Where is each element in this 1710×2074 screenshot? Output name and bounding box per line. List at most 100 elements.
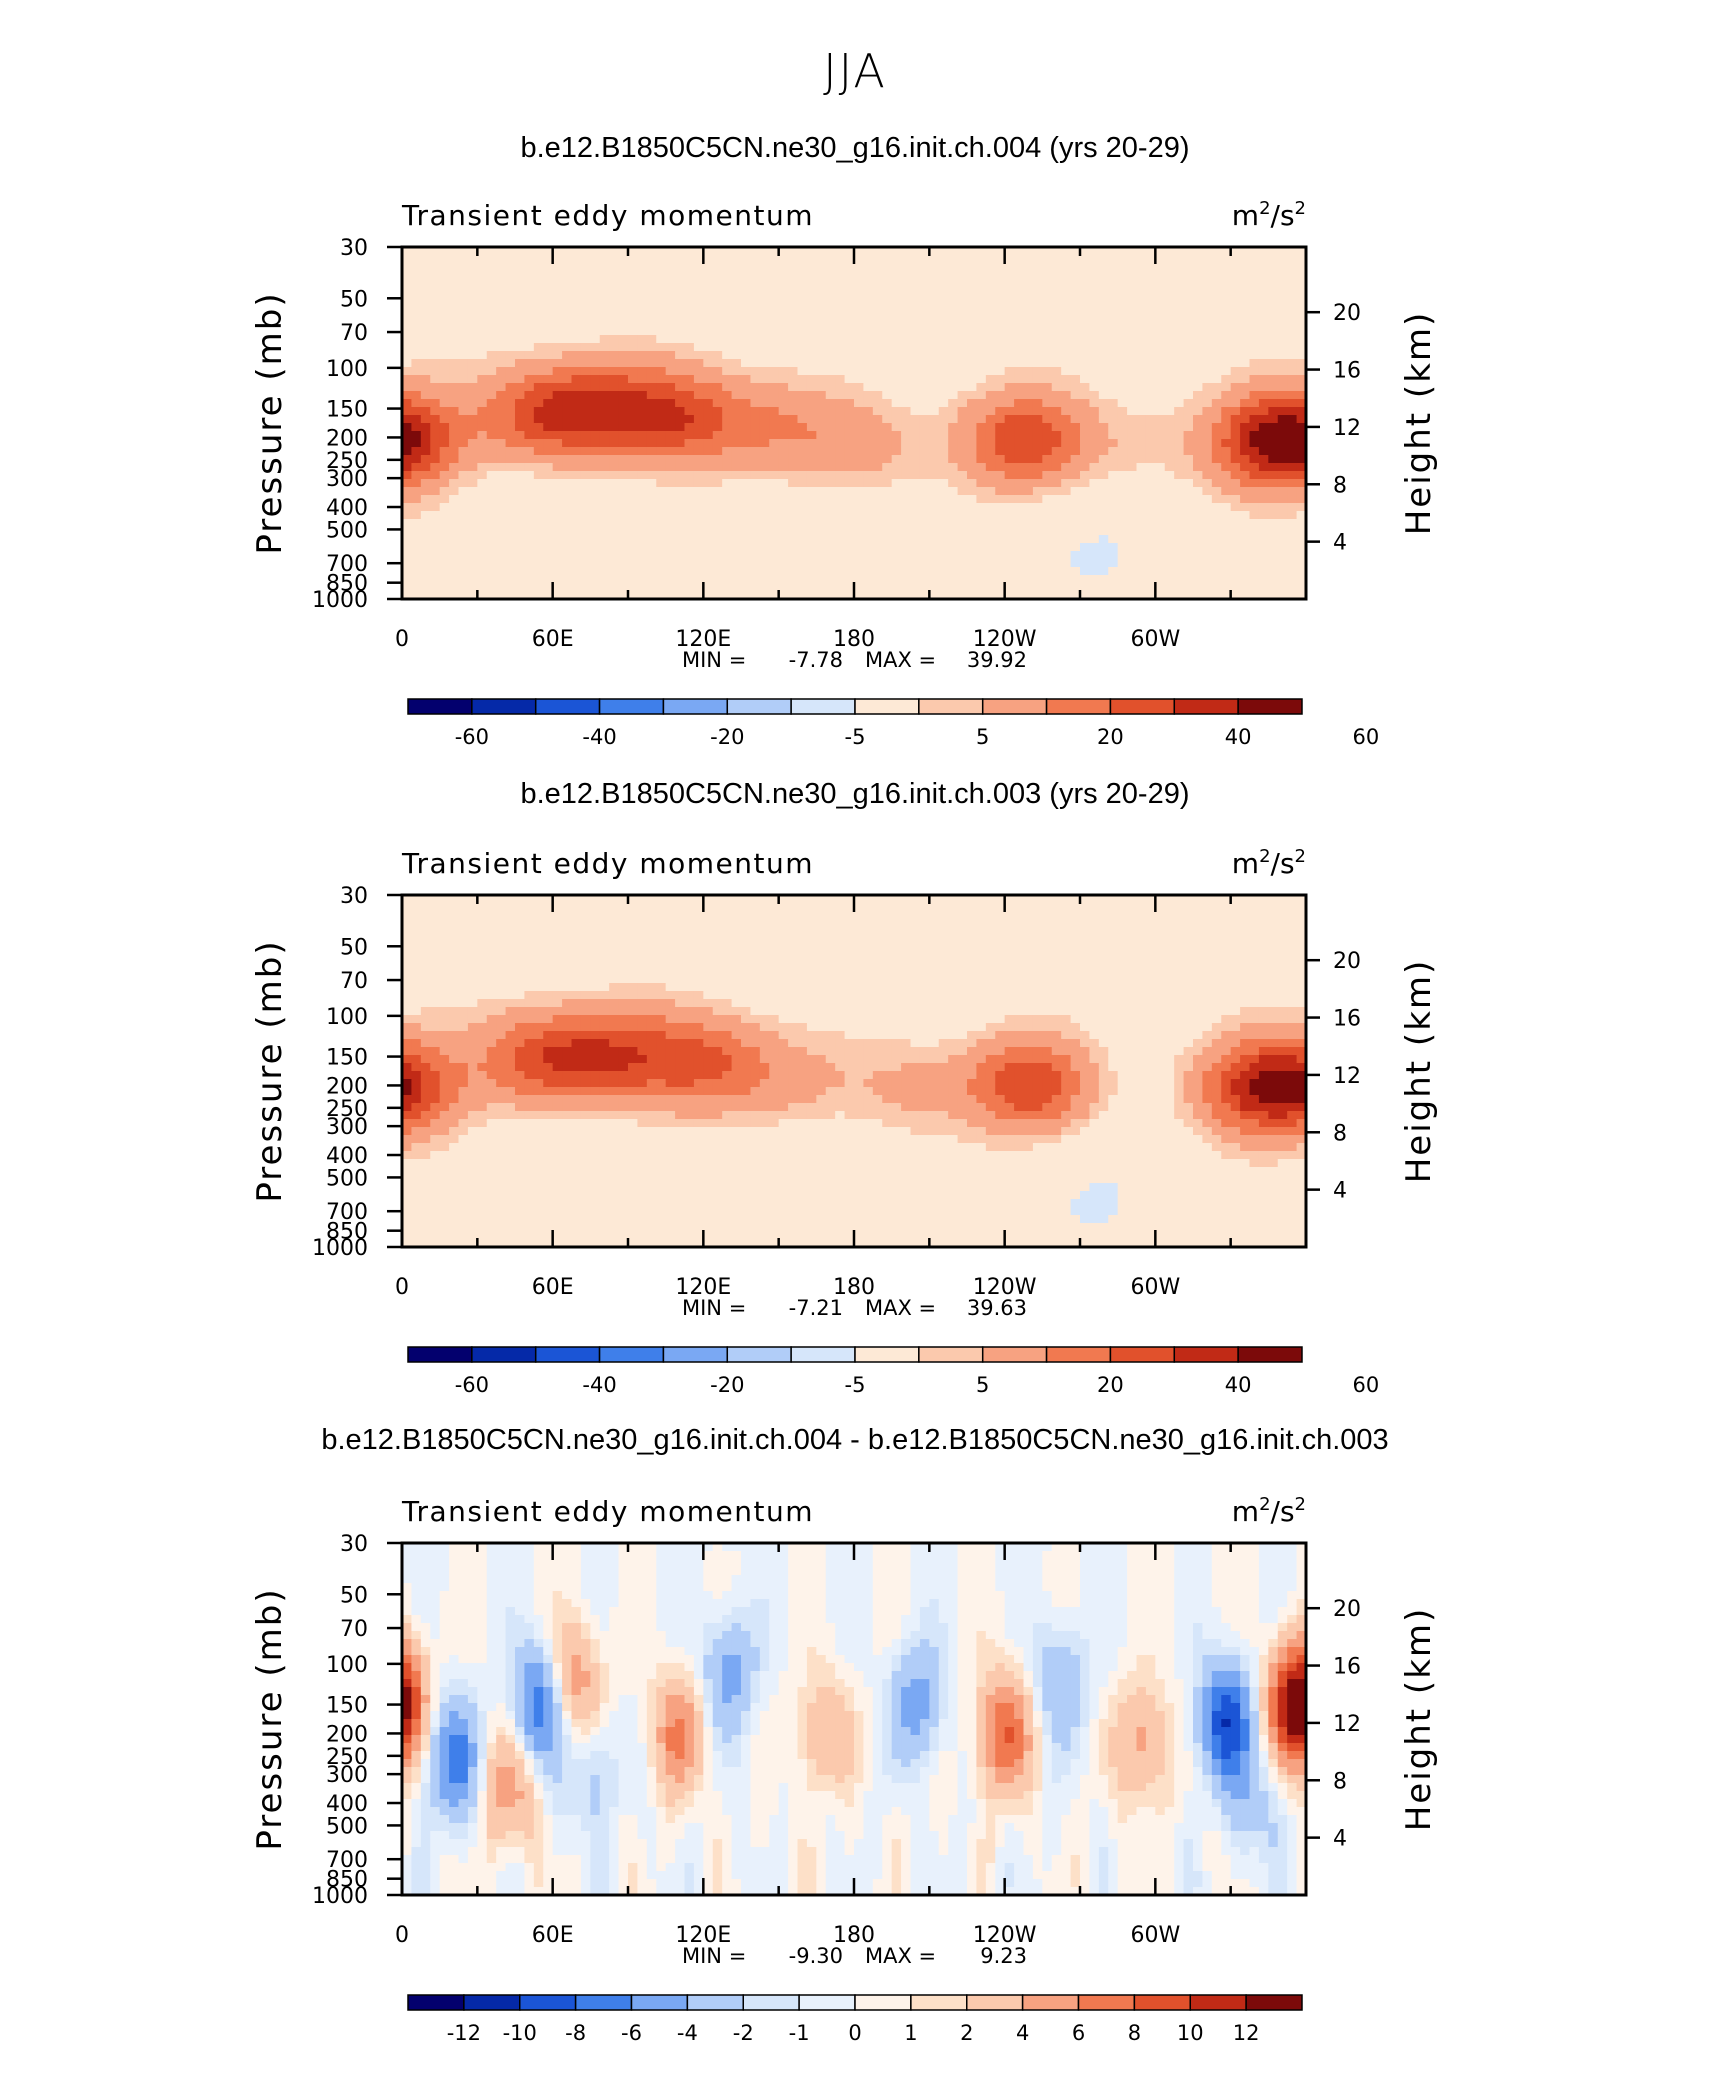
contour-cell bbox=[1089, 479, 1100, 488]
contour-cell bbox=[1032, 463, 1043, 472]
contour-cell bbox=[1287, 479, 1298, 488]
contour-cell bbox=[872, 351, 883, 360]
contour-cell bbox=[769, 927, 780, 936]
contour-cell bbox=[712, 415, 723, 424]
contour-cell bbox=[1014, 535, 1025, 544]
contour-cell bbox=[1014, 919, 1025, 928]
contour-cell bbox=[1136, 455, 1147, 464]
contour-cell bbox=[731, 503, 742, 512]
contour-cell bbox=[1211, 559, 1222, 568]
contour-cell bbox=[1145, 327, 1156, 336]
contour-cell bbox=[693, 327, 704, 336]
contour-cell bbox=[1098, 495, 1109, 504]
contour-cell bbox=[571, 335, 582, 344]
contour-cell bbox=[524, 263, 535, 272]
contour-cell bbox=[543, 295, 554, 304]
contour-cell bbox=[675, 399, 686, 408]
contour-cell bbox=[1258, 359, 1269, 368]
contour-cell bbox=[637, 431, 648, 440]
contour-cell bbox=[1296, 503, 1307, 512]
contour-cell bbox=[477, 439, 488, 448]
contour-cell bbox=[1164, 319, 1175, 328]
contour-cell bbox=[665, 543, 676, 552]
contour-cell bbox=[1249, 479, 1260, 488]
contour-cell bbox=[496, 319, 507, 328]
contour-cell bbox=[486, 487, 497, 496]
contour-cell bbox=[976, 415, 987, 424]
contour-cell bbox=[1023, 423, 1034, 432]
contour-cell bbox=[1089, 583, 1100, 592]
contour-cell bbox=[1268, 255, 1279, 264]
contour-cell bbox=[769, 255, 780, 264]
contour-cell bbox=[778, 407, 789, 416]
contour-cell bbox=[646, 287, 657, 296]
contour-cell bbox=[552, 367, 563, 376]
contour-cell bbox=[1240, 247, 1251, 256]
contour-cell bbox=[590, 247, 601, 256]
contour-cell bbox=[731, 295, 742, 304]
contour-cell bbox=[778, 495, 789, 504]
contour-cell bbox=[1155, 263, 1166, 272]
contour-cell bbox=[938, 591, 949, 600]
contour-cell bbox=[778, 487, 789, 496]
contour-cell bbox=[675, 439, 686, 448]
contour-cell bbox=[571, 287, 582, 296]
contour-cell bbox=[854, 919, 865, 928]
contour-cell bbox=[675, 527, 686, 536]
contour-cell bbox=[1258, 343, 1269, 352]
contour-cell bbox=[703, 927, 714, 936]
contour-cell bbox=[477, 591, 488, 600]
contour-cell bbox=[769, 447, 780, 456]
contour-cell bbox=[656, 415, 667, 424]
contour-cell bbox=[1277, 559, 1288, 568]
contour-cell bbox=[693, 447, 704, 456]
contour-cell bbox=[1061, 351, 1072, 360]
contour-cell bbox=[1051, 535, 1062, 544]
contour-cell bbox=[1240, 479, 1251, 488]
contour-cell bbox=[929, 495, 940, 504]
contour-cell bbox=[1174, 247, 1185, 256]
contour-cell bbox=[609, 895, 620, 904]
contour-cell bbox=[430, 399, 441, 408]
contour-cell bbox=[1051, 919, 1062, 928]
contour-cell bbox=[806, 567, 817, 576]
contour-cell bbox=[919, 279, 930, 288]
contour-cell bbox=[929, 311, 940, 320]
contour-cell bbox=[590, 495, 601, 504]
contour-cell bbox=[722, 263, 733, 272]
contour-cell bbox=[901, 271, 912, 280]
contour-cell bbox=[402, 495, 413, 504]
contour-cell bbox=[1174, 895, 1185, 904]
contour-cell bbox=[1164, 271, 1175, 280]
contour-cell bbox=[1014, 431, 1025, 440]
colorbar-box bbox=[854, 698, 920, 715]
contour-cell bbox=[1221, 519, 1232, 528]
contour-cell bbox=[863, 455, 874, 464]
contour-cell bbox=[957, 383, 968, 392]
contour-cell bbox=[985, 327, 996, 336]
contour-cell bbox=[712, 335, 723, 344]
contour-cell bbox=[486, 943, 497, 952]
contour-cell bbox=[703, 935, 714, 944]
contour-cell bbox=[1221, 471, 1232, 480]
contour-cell bbox=[533, 303, 544, 312]
contour-cell bbox=[769, 551, 780, 560]
contour-cell bbox=[1277, 271, 1288, 280]
contour-cell bbox=[449, 519, 460, 528]
contour-cell bbox=[1004, 327, 1015, 336]
contour-cell bbox=[1089, 551, 1100, 560]
contour-cell bbox=[901, 479, 912, 488]
contour-cell bbox=[1268, 903, 1279, 912]
contour-cell bbox=[1155, 383, 1166, 392]
contour-cell bbox=[1145, 927, 1156, 936]
contour-cell bbox=[439, 919, 450, 928]
contour-cell bbox=[402, 935, 413, 944]
contour-cell bbox=[1004, 431, 1015, 440]
contour-cell bbox=[543, 335, 554, 344]
contour-cell bbox=[788, 591, 799, 600]
contour-cell bbox=[872, 527, 883, 536]
contour-cell bbox=[571, 319, 582, 328]
contour-cell bbox=[646, 279, 657, 288]
contour-cell bbox=[1240, 359, 1251, 368]
contour-cell bbox=[1080, 503, 1091, 512]
